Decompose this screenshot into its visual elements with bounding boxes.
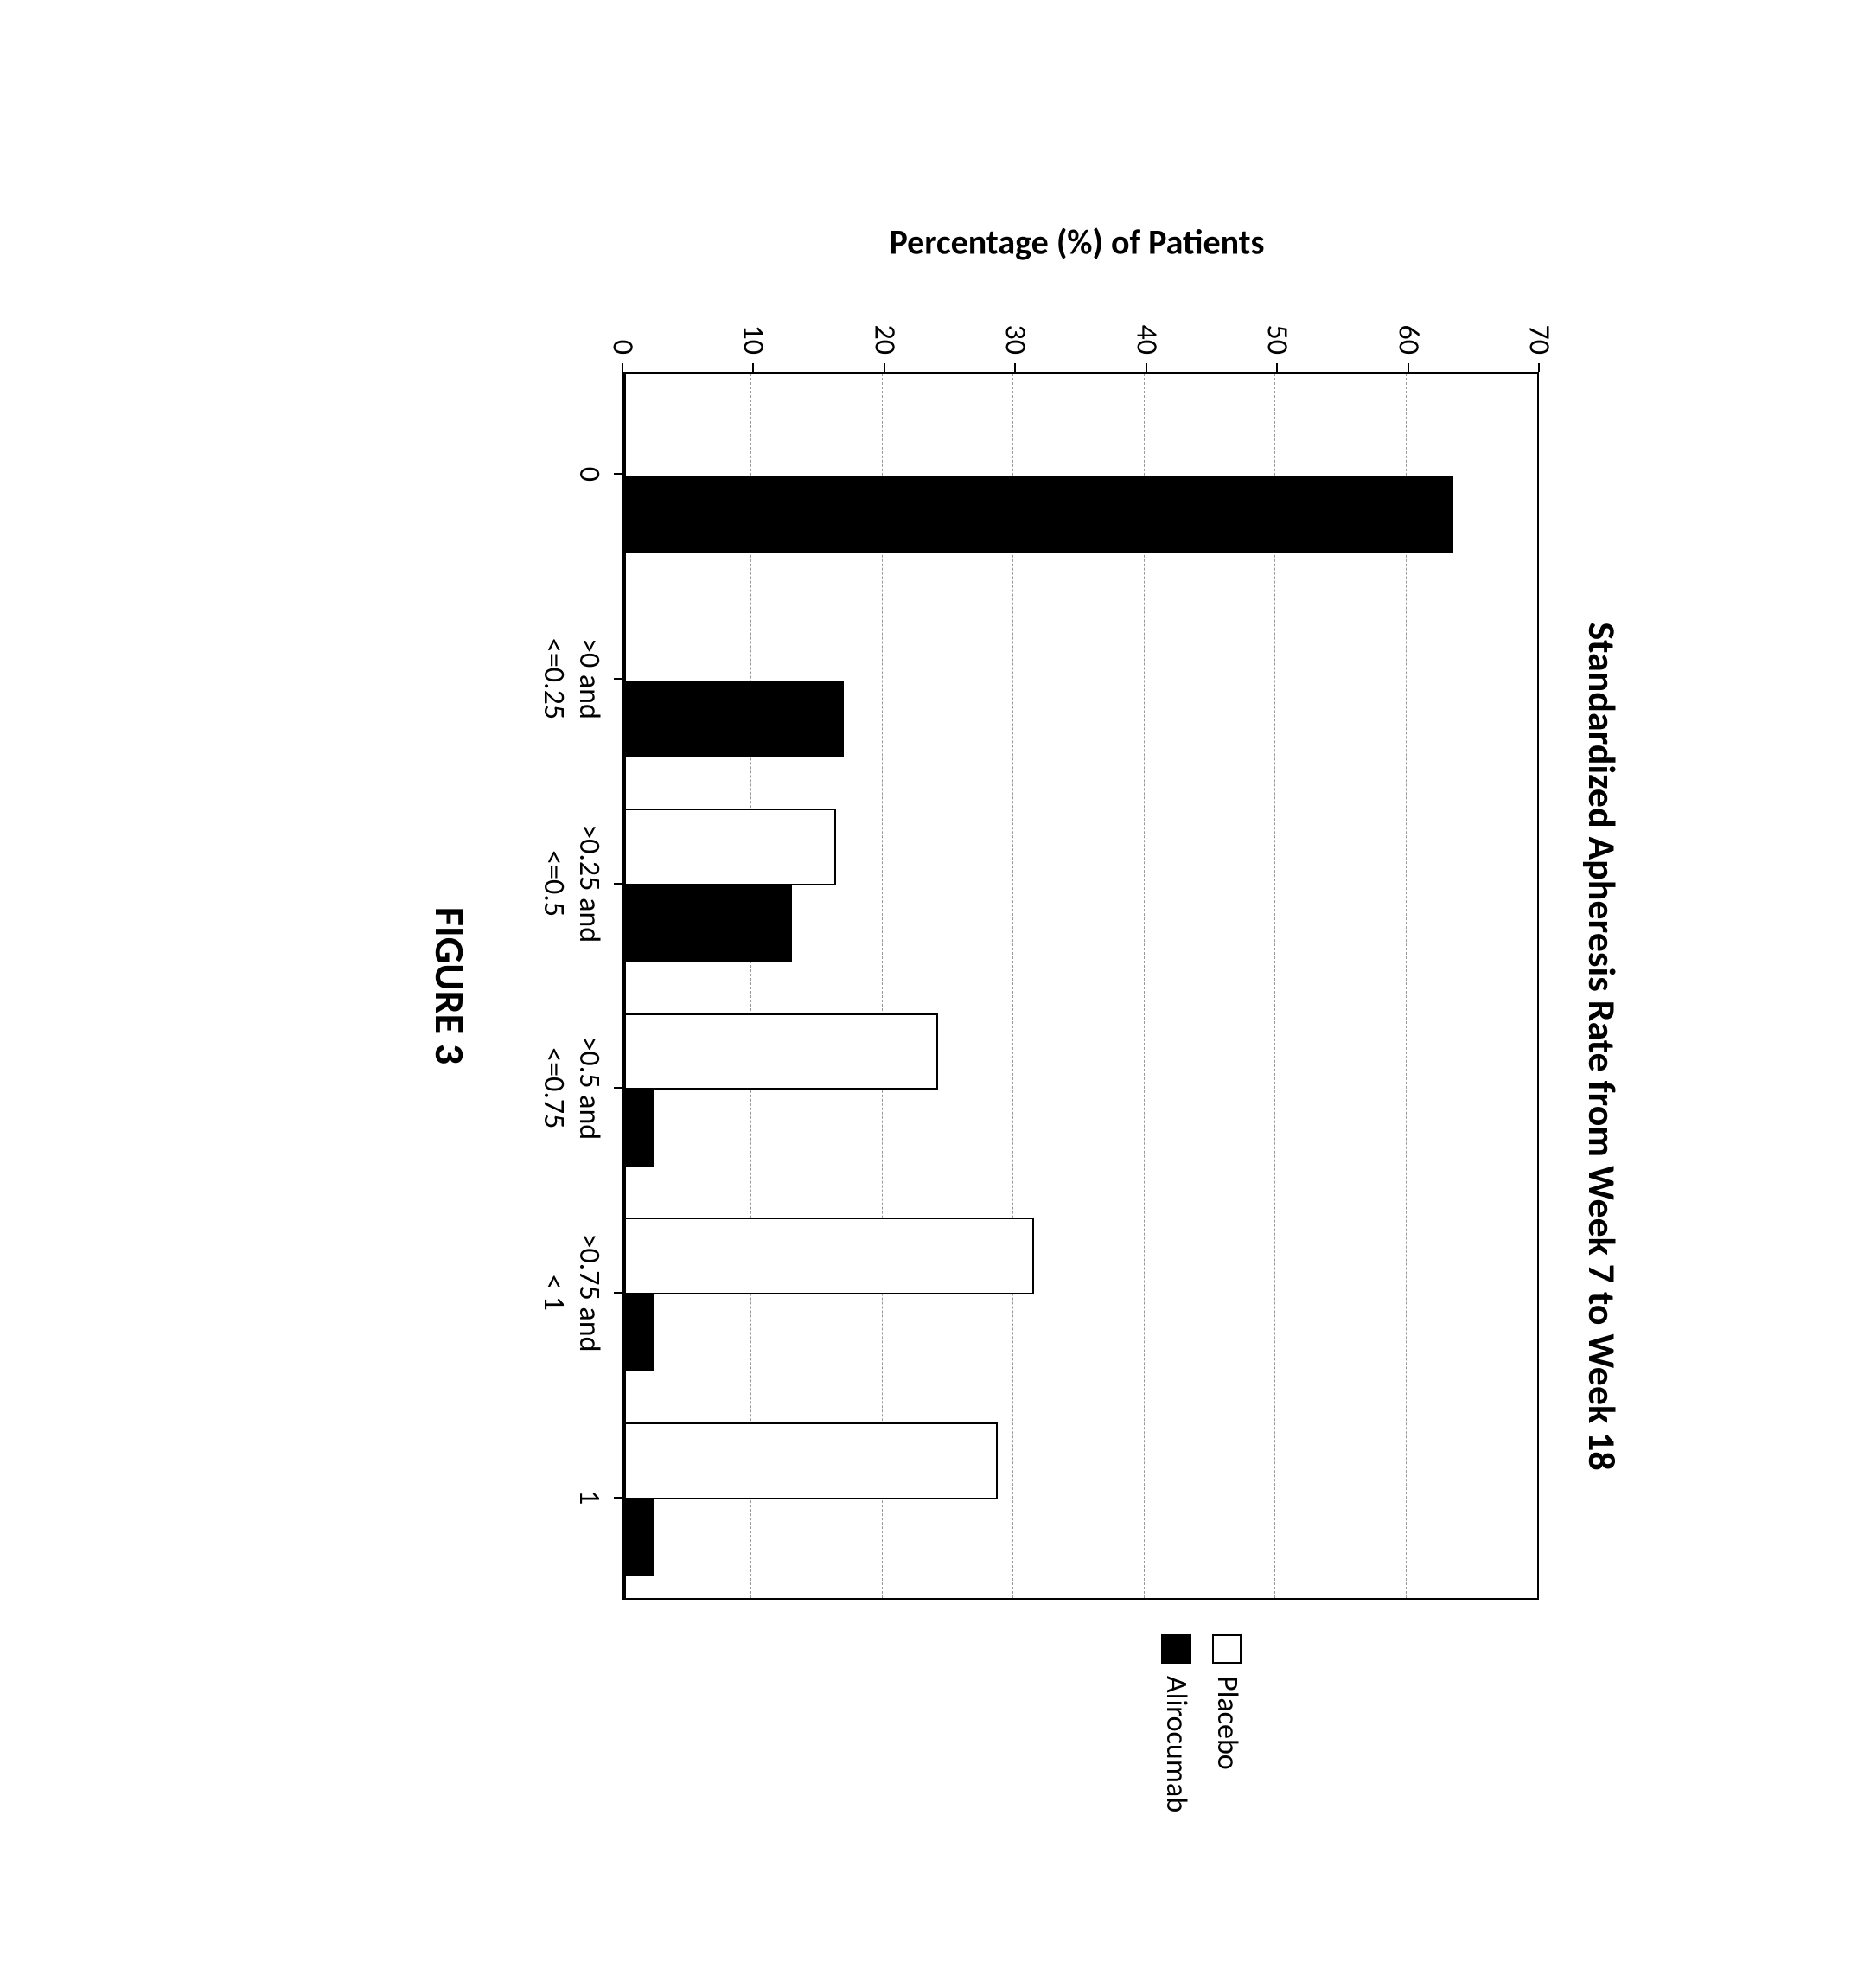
x-tick (614, 678, 622, 680)
bar-placebo (624, 1013, 938, 1090)
y-tick (752, 363, 754, 372)
bar-placebo (624, 809, 836, 885)
y-tick (884, 363, 885, 372)
bar-placebo (624, 1422, 998, 1499)
y-tick-label: 30 (998, 303, 1033, 355)
x-tick (614, 1292, 622, 1294)
y-tick (1014, 363, 1016, 372)
y-tick (1276, 363, 1278, 372)
x-tick-label: >0.25 and <=0.5 (536, 781, 607, 986)
y-tick-label: 10 (736, 303, 771, 355)
gridline (1406, 374, 1407, 1598)
bar-alirocumab (624, 1499, 654, 1576)
bar-alirocumab (624, 1294, 654, 1371)
x-tick (614, 1087, 622, 1089)
bar-alirocumab (624, 681, 844, 757)
legend-swatch (1162, 1634, 1191, 1664)
bar-alirocumab (624, 476, 1453, 553)
gridline (1274, 374, 1275, 1598)
gridline (1144, 374, 1145, 1598)
x-tick (614, 473, 622, 475)
y-tick (1538, 363, 1540, 372)
legend-item: Placebo (1210, 1634, 1245, 1812)
x-tick-label: 1 (571, 1395, 607, 1600)
bar-placebo (624, 1218, 1034, 1294)
gridline (750, 374, 751, 1598)
y-tick-label: 20 (866, 303, 902, 355)
y-tick-label: 60 (1390, 303, 1426, 355)
legend-swatch (1213, 1634, 1242, 1664)
page: Standardized Apheresis Rate from Week 7 … (0, 0, 1864, 1988)
x-tick (614, 1497, 622, 1499)
plot-area (622, 372, 1539, 1600)
y-tick-label: 0 (605, 303, 641, 355)
gridline (1012, 374, 1013, 1598)
figure-caption: FIGURE 3 (425, 372, 476, 1600)
y-tick-label: 70 (1522, 303, 1557, 355)
y-axis-label: Percentage (%) of Patients (619, 221, 1535, 264)
legend-item: Alirocumab (1159, 1634, 1194, 1812)
legend-label: Placebo (1210, 1676, 1245, 1770)
y-tick (1146, 363, 1147, 372)
bar-alirocumab (624, 885, 792, 962)
x-tick-label: >0 and <=0.25 (536, 577, 607, 782)
gridline (882, 374, 883, 1598)
legend: Placebo Alirocumab (1143, 1634, 1245, 1812)
x-tick (614, 883, 622, 885)
chart-container: Standardized Apheresis Rate from Week 7 … (173, 156, 1643, 1937)
y-tick-label: 40 (1128, 303, 1164, 355)
bar-alirocumab (624, 1090, 654, 1167)
x-tick-label: >0.75 and < 1 (536, 1191, 607, 1396)
y-tick (622, 363, 623, 372)
y-tick-label: 50 (1260, 303, 1295, 355)
x-tick-label: >0.5 and <=0.75 (536, 986, 607, 1191)
rotated-wrapper: Standardized Apheresis Rate from Week 7 … (173, 156, 1643, 1937)
legend-label: Alirocumab (1159, 1676, 1194, 1812)
chart-title: Standardized Apheresis Rate from Week 7 … (1579, 156, 1625, 1937)
x-axis-baseline (624, 374, 626, 1598)
y-tick (1408, 363, 1409, 372)
x-tick-label: 0 (571, 372, 607, 577)
